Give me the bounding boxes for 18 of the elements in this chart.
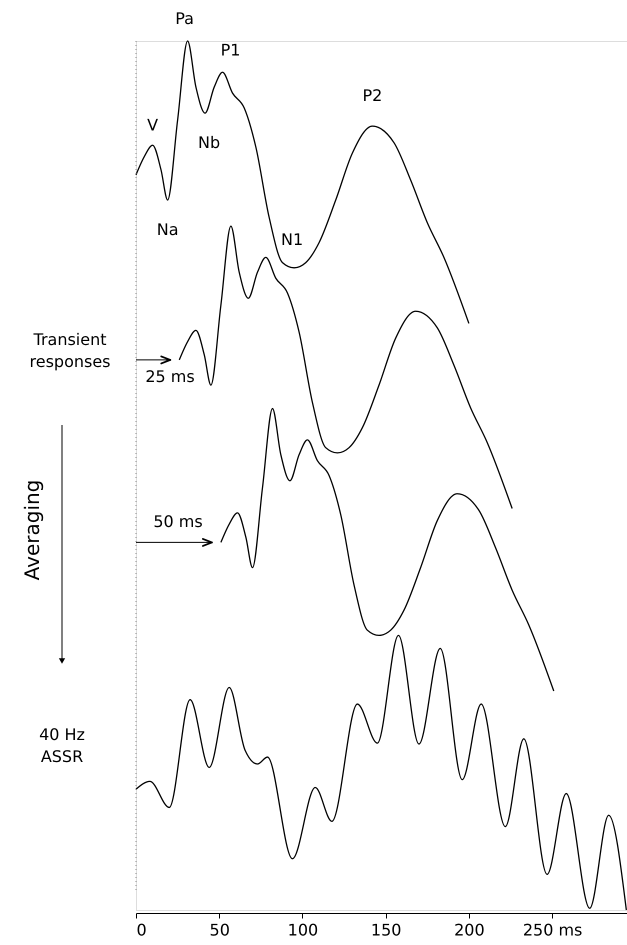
annotation: 50 ms <box>153 512 203 531</box>
text: Averaging <box>20 480 44 580</box>
text: 40 Hz ASSR <box>39 725 85 766</box>
annotation: P2 <box>362 86 382 106</box>
annotation: Pa <box>175 9 194 28</box>
annotation: 25 ms <box>145 367 195 386</box>
x-tick-label: 200 <box>454 920 485 940</box>
annotation: P1 <box>220 40 240 60</box>
x-tick-label: 250 ms <box>522 920 582 940</box>
x-tick-label: 0 <box>136 920 147 940</box>
x-tick-label: 150 <box>370 920 402 940</box>
annotation: V <box>147 115 158 134</box>
annotation: Na <box>156 220 179 240</box>
x-tick-label: 50 <box>210 920 230 940</box>
annotation: Nb <box>198 133 220 152</box>
annotation: N1 <box>281 230 304 249</box>
x-tick-label: 100 <box>288 920 318 940</box>
text: Transient responses <box>29 330 111 371</box>
